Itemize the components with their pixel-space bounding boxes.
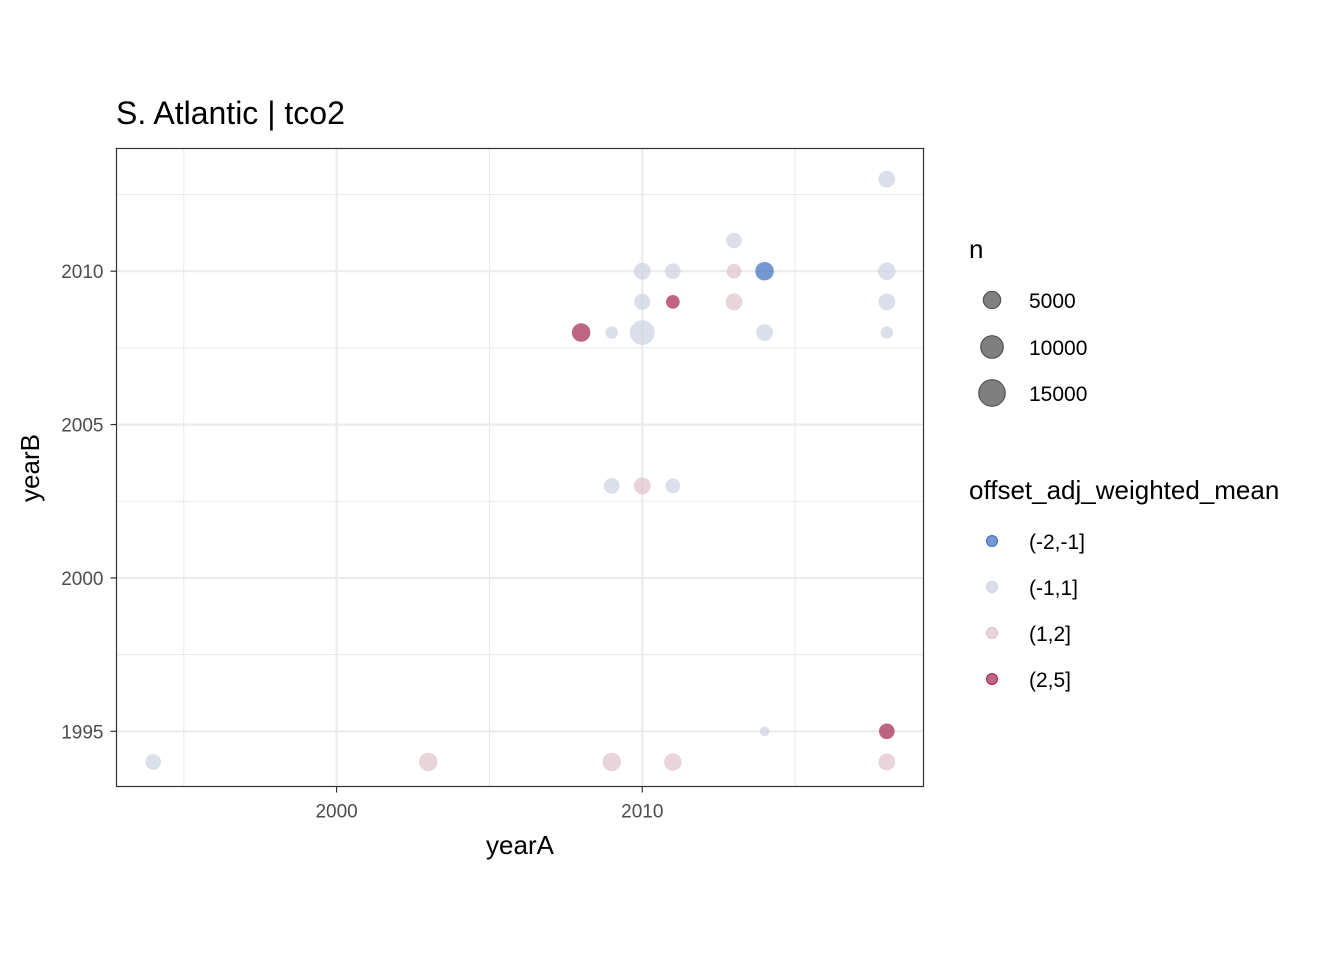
size-legend-key: [980, 335, 1004, 359]
data-point: [726, 232, 742, 249]
x-axis-title: yearA: [486, 830, 555, 860]
data-point: [665, 263, 681, 280]
data-point: [145, 754, 161, 770]
y-tick-label: 2000: [61, 569, 103, 590]
data-point: [602, 752, 621, 772]
plot-panel-background: [116, 148, 924, 787]
y-axis-title: yearB: [15, 434, 45, 502]
color-legend-label: (1,2]: [1029, 623, 1071, 646]
data-point: [633, 477, 651, 495]
size-legend-key: [982, 290, 1002, 310]
data-point: [725, 293, 743, 311]
size-legend-label: 15000: [1029, 383, 1087, 406]
data-point: [419, 752, 438, 772]
data-point: [665, 478, 681, 494]
color-legend: (-2,-1] (-1,1] (1,2] (2,5]: [986, 531, 1085, 692]
size-legend-label: 5000: [1029, 290, 1076, 313]
data-point: [629, 320, 655, 345]
y-tick-label: 2010: [61, 262, 103, 283]
size-legend: 5000 10000 15000: [978, 290, 1087, 407]
data-point: [726, 263, 742, 279]
data-point: [756, 324, 773, 341]
color-legend-label: (-2,-1]: [1029, 531, 1085, 554]
data-point: [603, 478, 620, 494]
color-legend-key: [986, 627, 998, 639]
data-point: [633, 262, 651, 280]
plot-panel-border: [115, 147, 925, 788]
data-point: [666, 295, 680, 309]
axis-ticks: 2000 2010 1995 2000 2005 2010: [61, 262, 663, 822]
color-legend-key: [986, 673, 998, 685]
y-tick-label: 2005: [61, 416, 103, 437]
x-tick-label: 2010: [621, 802, 663, 823]
x-tick-label: 2000: [315, 802, 357, 823]
size-legend-title: n: [969, 234, 983, 264]
color-legend-label: (2,5]: [1029, 669, 1071, 692]
data-point: [879, 723, 895, 740]
data-point: [605, 326, 618, 339]
data-point: [878, 170, 896, 188]
data-point: [878, 293, 896, 311]
data-point: [759, 726, 770, 737]
data-point: [634, 293, 651, 310]
grid-lines: [116, 148, 924, 787]
color-legend-label: (-1,1]: [1029, 577, 1078, 600]
data-point: [755, 261, 774, 281]
size-legend-key: [978, 379, 1006, 407]
data-point: [880, 326, 894, 339]
data-point: [571, 323, 591, 342]
chart-title: S. Atlantic | tco2: [116, 95, 345, 131]
data-point: [878, 262, 896, 280]
size-legend-label: 10000: [1029, 337, 1087, 360]
color-legend-key: [986, 581, 998, 593]
y-tick-label: 1995: [61, 722, 103, 743]
color-legend-key: [986, 535, 998, 547]
color-legend-title: offset_adj_weighted_mean: [969, 475, 1279, 505]
data-point: [664, 753, 682, 771]
data-point: [878, 753, 896, 771]
data-points: [145, 170, 896, 772]
